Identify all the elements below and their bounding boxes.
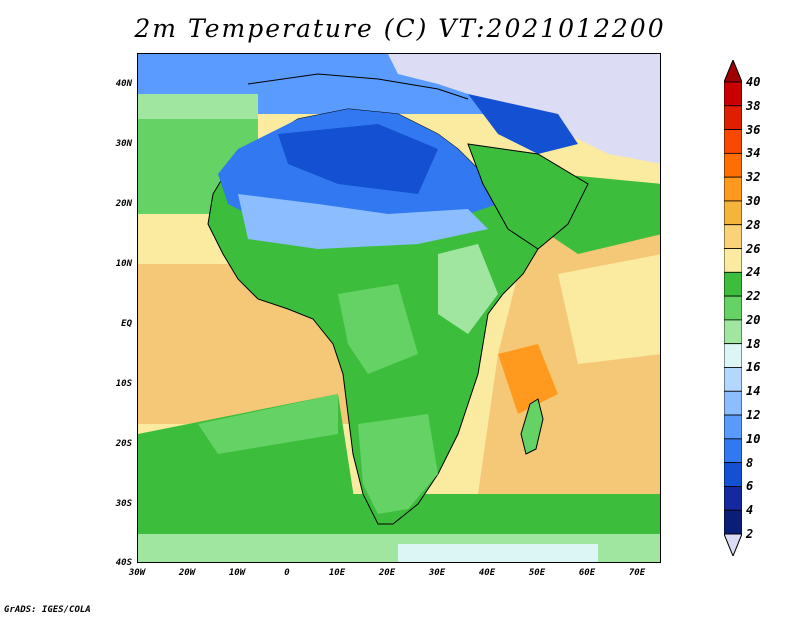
- lon-label-30w: 30W: [128, 568, 146, 578]
- lat-label-10n: 10N: [115, 259, 132, 269]
- lat-label-eq: EQ: [121, 319, 132, 329]
- colorbar-label: 26: [746, 241, 761, 256]
- lon-label-0: 0: [284, 568, 290, 578]
- north-atlantic-light: [138, 94, 258, 119]
- lat-label-30n: 30N: [115, 139, 132, 149]
- colorbar-swatch: [724, 81, 742, 107]
- colorbar-swatch: [724, 509, 742, 535]
- south-atlantic-light: [198, 394, 338, 454]
- lon-label-70e: 70E: [628, 568, 646, 578]
- middle-east-dark: [468, 94, 578, 154]
- colorbar-swatch: [724, 319, 742, 345]
- colorbar-label: 16: [746, 360, 761, 375]
- lat-label-10s: 10S: [115, 379, 132, 389]
- lon-label-10w: 10W: [228, 568, 246, 578]
- colorbar-bottom-arrow: [724, 533, 742, 556]
- colorbar-label: 8: [746, 455, 754, 470]
- colorbar-label: 34: [746, 146, 761, 161]
- colorbar-swatch: [724, 200, 742, 226]
- madagascar: [520, 398, 544, 455]
- colorbar-label: 20: [746, 312, 761, 327]
- colorbar-label: 24: [746, 265, 761, 280]
- colorbar-label: 32: [746, 170, 761, 185]
- sahara-core-cold: [278, 124, 438, 194]
- temperature-map: [137, 53, 661, 563]
- colorbar-swatch: [724, 176, 742, 202]
- colorbar-swatch: [724, 462, 742, 487]
- southern-ocean-cool: [398, 544, 598, 562]
- colorbar-swatch: [724, 224, 742, 249]
- lon-label-30e: 30E: [428, 568, 446, 578]
- lat-label-30s: 30S: [115, 499, 132, 509]
- colorbar-swatch: [724, 343, 742, 368]
- map-title: 2m Temperature (C) VT:2021012200: [134, 14, 666, 43]
- colorbar-swatch: [724, 367, 742, 392]
- central-africa: [338, 284, 418, 374]
- lon-label-40e: 40E: [478, 568, 496, 578]
- colorbar-label: 6: [746, 479, 754, 494]
- colorbar-label: 38: [746, 98, 761, 113]
- colorbar-label: 12: [746, 408, 761, 423]
- colorbar-label: 10: [746, 431, 761, 446]
- colorbar-label: 40: [746, 75, 761, 89]
- colorbar-swatch: [724, 414, 742, 440]
- lon-label-60e: 60E: [578, 568, 596, 578]
- colorbar-swatch: [724, 438, 742, 464]
- lat-label-20s: 20S: [115, 439, 132, 449]
- colorbar-swatch: [724, 486, 742, 511]
- lon-label-50e: 50E: [528, 568, 546, 578]
- colorbar-swatch: [724, 248, 742, 273]
- lon-label-20w: 20W: [178, 568, 196, 578]
- sahel-transition: [238, 194, 488, 249]
- colorbar-label: 2: [746, 527, 754, 541]
- mozambique-warm: [498, 344, 558, 414]
- colorbar-label: 30: [746, 193, 761, 208]
- colorbar-swatch: [724, 271, 742, 297]
- colorbar-label: 22: [746, 289, 761, 304]
- lon-label-10e: 10E: [328, 568, 346, 578]
- east-africa-highland: [438, 244, 498, 334]
- colorbar-swatch: [724, 152, 742, 178]
- lon-label-20e: 20E: [378, 568, 396, 578]
- colorbar-swatch: [724, 129, 742, 154]
- colorbar-top-arrow: [724, 60, 742, 83]
- colorbar-label: 36: [746, 122, 761, 137]
- lat-label-40n: 40N: [115, 79, 132, 89]
- colorbar-swatch: [724, 105, 742, 130]
- arabian-peninsula: [467, 143, 589, 250]
- colorbar: [724, 60, 742, 556]
- lat-label-40s: 40S: [115, 558, 132, 568]
- colorbar-swatch: [724, 390, 742, 416]
- europe-coastline: [247, 73, 469, 100]
- lat-label-20n: 20N: [115, 199, 132, 209]
- temperature-field: [138, 54, 660, 562]
- colorbar-label: 18: [746, 336, 761, 351]
- colorbar-label: 14: [746, 384, 761, 399]
- colorbar-label: 28: [746, 217, 761, 232]
- southern-africa: [358, 414, 438, 514]
- indian-ocean-mild: [558, 254, 660, 364]
- colorbar-label: 4: [746, 503, 754, 518]
- grads-credit: GrADS: IGES/COLA: [4, 605, 91, 615]
- colorbar-swatch: [724, 295, 742, 321]
